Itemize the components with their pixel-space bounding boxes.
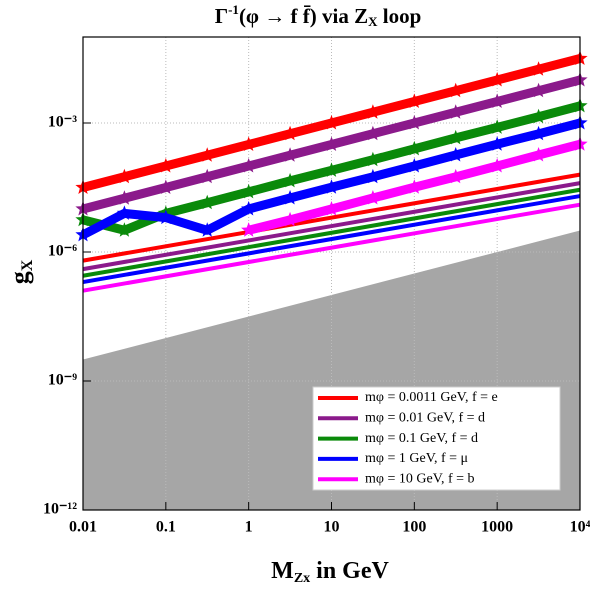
plot-frame xyxy=(82,36,581,511)
star-point xyxy=(530,125,547,141)
star-point xyxy=(199,168,215,184)
star-point xyxy=(323,179,340,194)
series-line xyxy=(82,172,581,263)
star-point xyxy=(241,158,257,173)
label-sub: X xyxy=(19,259,36,271)
star-point xyxy=(241,201,257,216)
star-point xyxy=(365,104,381,119)
series-line xyxy=(82,194,581,285)
star-point xyxy=(199,194,215,210)
star-point xyxy=(199,147,215,162)
x-tick-label: 1000 xyxy=(481,519,513,536)
title-sup: -1 xyxy=(228,2,239,17)
series-line xyxy=(82,187,581,278)
star-point xyxy=(158,209,174,225)
star-point xyxy=(448,168,464,184)
label-part: M xyxy=(271,558,294,584)
star-point xyxy=(116,190,132,205)
legend-label: mφ = 0.1 GeV, f = d xyxy=(365,431,478,446)
star-point xyxy=(406,140,422,156)
label-sub: Zx xyxy=(294,571,310,586)
title-part: Γ xyxy=(215,4,228,28)
star-point xyxy=(158,179,174,194)
star-point xyxy=(448,129,464,145)
series-line xyxy=(82,181,581,272)
star-point xyxy=(448,82,464,98)
star-point xyxy=(365,125,381,141)
star-point xyxy=(158,158,174,173)
star-point xyxy=(489,72,505,87)
legend-label: mφ = 0.01 GeV, f = d xyxy=(365,411,485,426)
star-point xyxy=(323,162,340,177)
star-point xyxy=(241,136,257,151)
label-part: in GeV xyxy=(310,558,389,584)
legend-label: mφ = 0.0011 GeV, f = e xyxy=(365,390,498,405)
y-axis-label: gX xyxy=(5,259,36,284)
x-tick-label: 10 xyxy=(324,519,340,536)
star-point xyxy=(241,222,257,237)
chart-title: Γ-1(φ → f f̄) via ZX loop xyxy=(215,2,422,29)
legend-label: mφ = 1 GeV, f = μ xyxy=(365,451,468,466)
star-point xyxy=(282,147,298,162)
star-point xyxy=(199,222,215,237)
star-point xyxy=(406,93,422,108)
star-point xyxy=(406,179,422,194)
star-point xyxy=(530,147,547,162)
star-point xyxy=(241,183,257,199)
x-tick-label: 0.01 xyxy=(69,519,97,536)
star-point xyxy=(365,151,381,167)
star-point xyxy=(323,115,340,130)
title-part: (φ → f f̄) via Z xyxy=(239,4,368,28)
star-point xyxy=(282,172,298,188)
star-point xyxy=(489,119,505,134)
star-point xyxy=(116,222,132,237)
x-axis-label: MZx in GeV xyxy=(271,558,389,587)
star-point xyxy=(323,201,340,216)
star-point xyxy=(530,82,547,98)
series-line xyxy=(82,202,581,293)
star-point xyxy=(489,158,505,173)
star-point xyxy=(282,211,298,227)
star-point xyxy=(116,168,132,184)
star-point xyxy=(530,108,547,124)
star-point xyxy=(282,190,298,205)
x-tick-label: 10⁴ xyxy=(570,519,590,536)
x-tick-label: 1 xyxy=(245,519,253,536)
star-point xyxy=(365,190,381,205)
y-tick-label: 10⁻¹² xyxy=(43,501,77,518)
star-point xyxy=(282,125,298,141)
star-point xyxy=(489,136,505,151)
y-tick-label: 10⁻⁶ xyxy=(48,243,77,260)
star-point xyxy=(406,158,422,173)
label-part: g xyxy=(5,271,34,284)
title-part: loop xyxy=(378,4,422,28)
legend-label: mφ = 10 GeV, f = b xyxy=(365,471,475,486)
star-point xyxy=(530,61,547,76)
star-point xyxy=(365,168,381,184)
star-point xyxy=(323,136,340,151)
star-point xyxy=(448,104,464,119)
y-tick-label: 10⁻³ xyxy=(48,114,77,131)
star-point xyxy=(406,115,422,130)
star-point xyxy=(448,147,464,162)
x-tick-label: 0.1 xyxy=(156,519,176,536)
star-point xyxy=(116,205,132,220)
y-tick-label: 10⁻⁹ xyxy=(48,372,77,389)
star-point xyxy=(489,93,505,108)
title-sub: X xyxy=(368,14,378,29)
x-tick-label: 100 xyxy=(402,519,426,536)
